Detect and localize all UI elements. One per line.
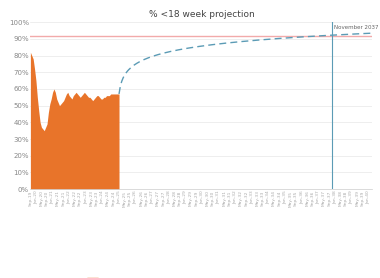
Title: % <18 week projection: % <18 week projection [149, 10, 254, 19]
Text: November 2037: November 2037 [334, 25, 379, 30]
